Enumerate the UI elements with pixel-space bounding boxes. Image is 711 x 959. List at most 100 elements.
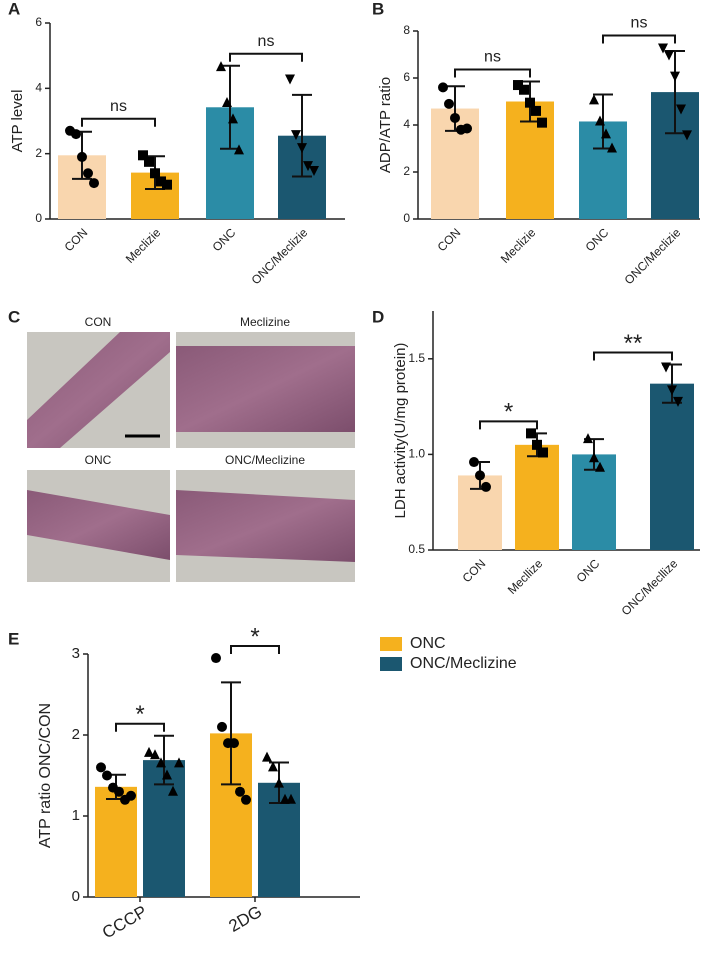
data-point: [303, 161, 313, 172]
panel-letter: C: [8, 307, 20, 326]
data-point: [595, 115, 605, 126]
data-point: [241, 794, 251, 805]
data-point: [526, 428, 536, 439]
data-point: [673, 396, 683, 407]
bracket: [115, 722, 165, 732]
data-point: [126, 790, 136, 801]
y-tick-label: 0: [72, 888, 80, 905]
significance-label: ns: [110, 98, 127, 115]
data-point: [676, 104, 686, 115]
data-point: [469, 457, 479, 468]
bracket: [602, 34, 676, 44]
data-point: [658, 43, 668, 54]
data-point: [664, 50, 674, 61]
y-tick-label: 0: [403, 211, 410, 225]
micrographs: C CON Meclizine ONC ONC/Meclizine: [8, 307, 355, 582]
x-tick-label: CON: [435, 225, 464, 254]
x-tick-label: ONC: [210, 225, 239, 254]
y-tick-label: 2: [403, 164, 410, 178]
x-tick-label: 2DG: [225, 902, 265, 936]
data-point: [268, 761, 278, 772]
bracket: [479, 420, 538, 430]
data-point: [235, 786, 245, 797]
data-point: [475, 470, 485, 481]
image-label: Meclizine: [240, 315, 290, 329]
y-tick-label: 0.5: [408, 542, 425, 556]
data-point: [450, 112, 460, 123]
data-point: [462, 123, 472, 134]
image-label: ONC/Meclizine: [225, 453, 305, 467]
data-point: [156, 757, 166, 768]
x-tick-label: CCCP: [99, 902, 150, 943]
y-tick-label: 2: [35, 146, 42, 160]
data-point: [150, 749, 160, 760]
data-point: [513, 80, 523, 91]
data-point: [162, 179, 172, 190]
data-point: [583, 433, 593, 444]
significance-label: ns: [484, 49, 501, 66]
data-point: [156, 176, 166, 187]
significance-label: *: [504, 399, 513, 426]
data-point: [96, 762, 106, 773]
tissue: [27, 490, 170, 560]
data-point: [174, 757, 184, 768]
y-axis-title: ATP level: [9, 90, 26, 153]
data-point: [138, 150, 148, 161]
data-point: [667, 385, 677, 396]
x-tick-label: ONC/Meclizie: [249, 225, 311, 287]
panel-letter: D: [372, 307, 384, 326]
data-point: [216, 61, 226, 72]
y-tick-label: 8: [403, 23, 410, 37]
significance-label: ns: [258, 33, 275, 50]
y-tick-label: 1.0: [408, 447, 425, 461]
error-bar: [292, 93, 312, 178]
error-bar: [221, 681, 241, 786]
data-point: [150, 168, 160, 179]
y-tick-label: 1.5: [408, 351, 425, 365]
y-tick-label: 0: [35, 211, 42, 225]
data-point: [168, 785, 178, 796]
panel-letter: A: [8, 0, 20, 18]
data-point: [217, 721, 227, 732]
x-tick-label: Meclizie: [498, 225, 539, 266]
data-point: [83, 168, 93, 179]
significance-label: **: [624, 330, 643, 357]
y-tick-label: 6: [35, 15, 42, 29]
x-tick-label: CON: [460, 556, 489, 585]
y-tick-label: 4: [403, 117, 410, 131]
data-point: [670, 71, 680, 82]
data-point: [297, 143, 307, 154]
data-point: [538, 447, 548, 458]
x-tick-label: Mecllize: [505, 556, 546, 597]
image-label: CON: [85, 315, 112, 329]
data-point: [286, 793, 296, 804]
y-axis-title: ATP ratio ONC/CON: [37, 703, 54, 848]
data-point: [285, 74, 295, 85]
data-point: [589, 94, 599, 105]
bar: [515, 444, 559, 550]
data-point: [444, 98, 454, 109]
data-point: [309, 166, 319, 176]
bar: [95, 786, 137, 897]
x-tick-label: ONC/Meclizie: [622, 225, 684, 287]
data-point: [222, 97, 232, 108]
data-point: [114, 786, 124, 797]
bar: [650, 383, 694, 550]
data-point: [601, 128, 611, 139]
data-point: [234, 144, 244, 155]
bracket: [81, 117, 156, 127]
data-point: [525, 97, 535, 108]
data-point: [228, 113, 238, 124]
x-tick-label: CON: [62, 225, 91, 254]
data-point: [531, 105, 541, 116]
image-label: ONC: [85, 453, 112, 467]
panel-letter: B: [372, 0, 384, 18]
bracket: [230, 645, 280, 655]
y-tick-label: 2: [72, 726, 80, 743]
data-point: [519, 84, 529, 95]
data-point: [144, 156, 154, 167]
data-point: [589, 452, 599, 463]
data-point: [682, 130, 692, 141]
